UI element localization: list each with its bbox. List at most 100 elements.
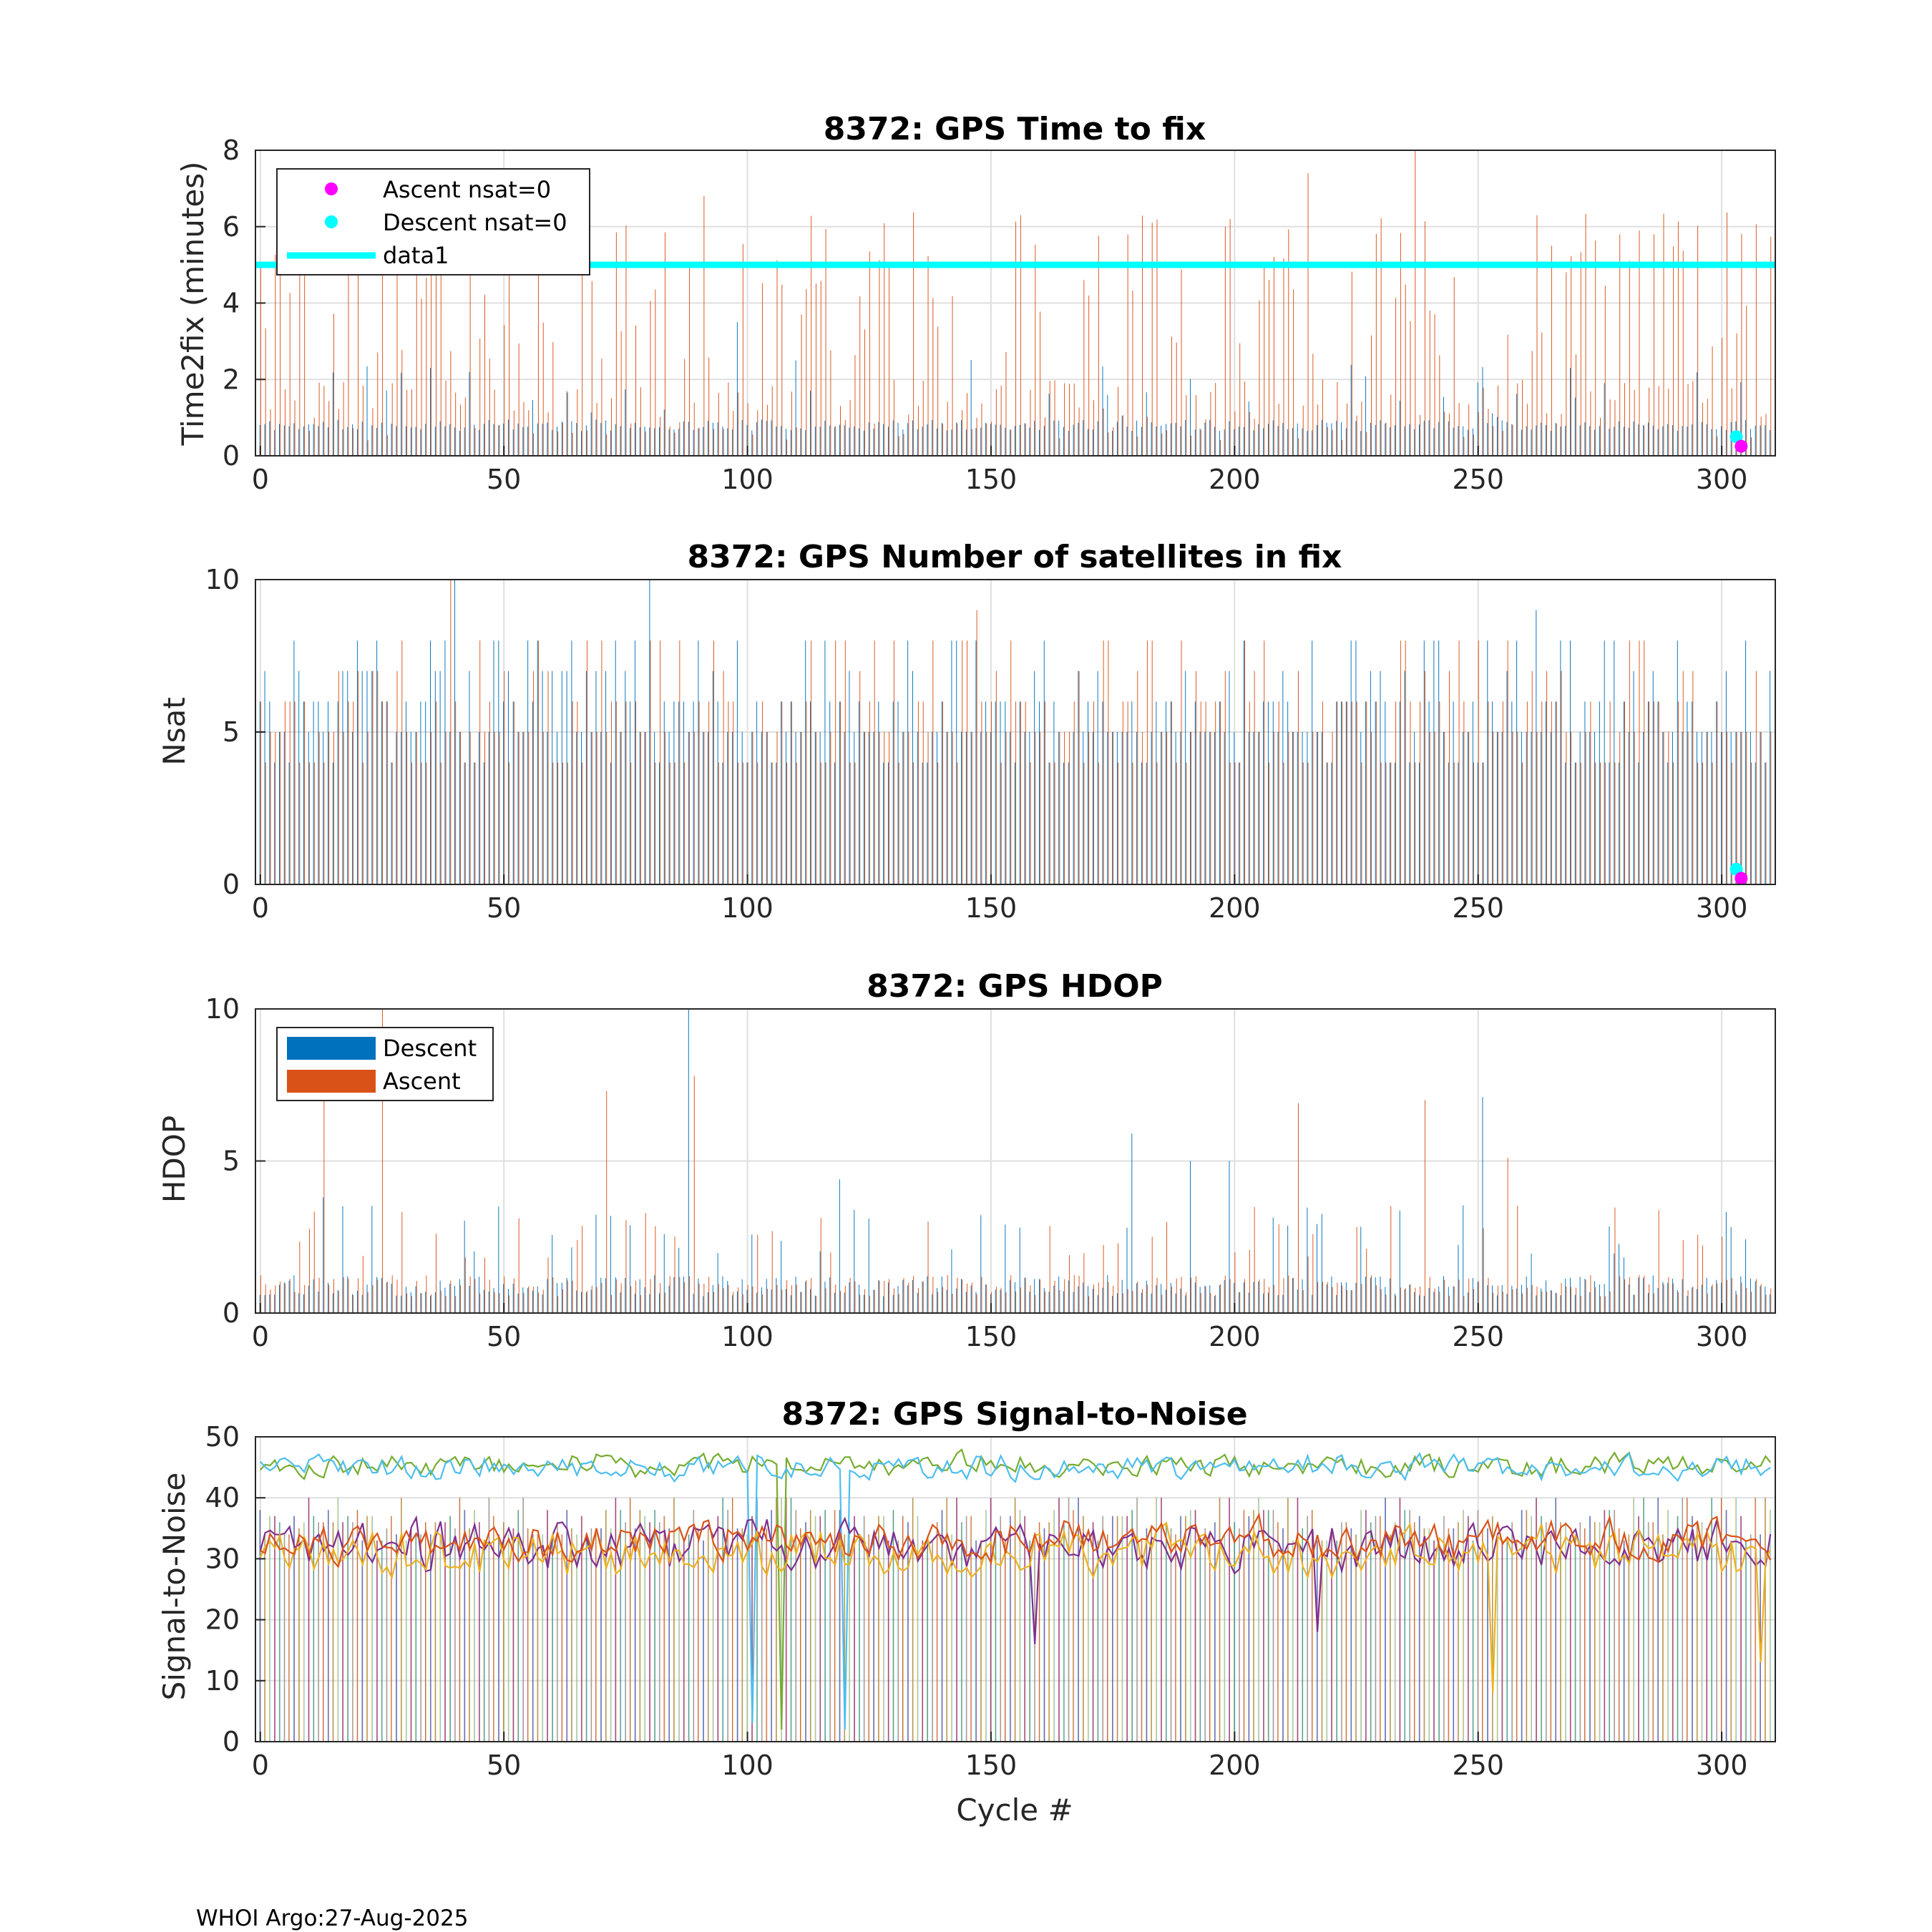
snr-bar: [824, 1510, 826, 1742]
snr-bar: [1395, 1522, 1396, 1742]
nsat-bar-ascent: [1536, 732, 1538, 884]
snr-line-high-2: [260, 1452, 1771, 1730]
hdop-bar-descent: [1292, 1278, 1293, 1313]
nsat-bar-descent: [766, 732, 767, 884]
hdop-bar-ascent: [1132, 1291, 1133, 1313]
hdop-bar-ascent: [1322, 1282, 1323, 1313]
snr-bar: [1272, 1510, 1274, 1742]
hdop-bar-descent: [1029, 1292, 1030, 1313]
nsat-bar-descent: [678, 701, 680, 884]
hdop-bar-ascent: [1609, 1291, 1611, 1313]
nsat-bar-descent: [278, 732, 280, 884]
time2fix-bar-ascent: [1361, 401, 1362, 456]
time2fix-bar-descent: [1428, 420, 1430, 456]
snr-bar: [819, 1516, 821, 1742]
time2fix-bar-ascent: [762, 283, 763, 456]
hdop-bar-ascent: [1254, 1206, 1255, 1313]
time2fix-bar-ascent: [284, 389, 286, 456]
hdop-bar-ascent: [1317, 1282, 1319, 1313]
hdop-bar-ascent: [1161, 1294, 1163, 1313]
snr-bar: [1750, 1534, 1751, 1742]
snr-bar: [834, 1510, 835, 1742]
snr-bar: [1239, 1528, 1240, 1742]
time2fix-ytick-label: 0: [223, 440, 240, 472]
snr-bar: [1740, 1516, 1741, 1742]
time2fix-bar-ascent: [1083, 280, 1085, 456]
hdop-bar-ascent: [1751, 1292, 1752, 1313]
snr-bar: [630, 1498, 631, 1742]
nsat-bar-descent: [283, 732, 285, 884]
time2fix-bar-descent: [1141, 426, 1142, 456]
hdop-bar-descent: [1048, 1292, 1050, 1313]
nsat-bar-descent: [571, 640, 572, 884]
time2fix-bar-descent: [663, 409, 665, 456]
snr-bar: [1594, 1522, 1596, 1742]
time2fix-bar-ascent: [1600, 417, 1601, 456]
snr-bar: [1302, 1528, 1304, 1742]
time2fix-bar-descent: [814, 426, 816, 456]
snr-bar: [328, 1510, 329, 1742]
time2fix-bar-ascent: [1760, 416, 1762, 456]
snr-bar: [1697, 1522, 1698, 1742]
time2fix-bar-descent: [1190, 379, 1191, 456]
nsat-bar-ascent: [986, 732, 987, 884]
time2fix-bar-descent: [1579, 425, 1581, 456]
nsat-bar-descent: [1380, 670, 1381, 884]
hdop-bar-descent: [1068, 1280, 1069, 1313]
hdop-bar-descent: [1365, 1277, 1367, 1313]
nsat-bar-descent: [1438, 640, 1440, 884]
nsat-bar-ascent: [786, 762, 788, 884]
nsat-bar-ascent: [835, 640, 836, 884]
snr-bar: [776, 1498, 777, 1742]
hdop-bar-ascent: [620, 1283, 622, 1313]
hdop-bar-descent: [356, 1291, 358, 1313]
snr-bar: [693, 1510, 695, 1742]
nsat-bar-ascent: [1707, 732, 1708, 884]
snr-bar: [1088, 1540, 1089, 1742]
snr-bar: [1219, 1498, 1221, 1742]
nsat-bar-ascent: [489, 701, 490, 884]
nsat-bar-descent: [1521, 732, 1522, 884]
snr-bar: [1643, 1498, 1644, 1742]
time2fix-bar-descent: [1131, 431, 1133, 456]
hdop-bar-descent: [1599, 1284, 1600, 1313]
hdop-bar-ascent: [1327, 1282, 1328, 1313]
hdop-bar-descent: [366, 1284, 368, 1313]
time2fix-bar-descent: [1511, 424, 1513, 456]
snr-bar: [1702, 1522, 1703, 1742]
snr-bar: [1589, 1516, 1590, 1742]
nsat-bar-ascent: [1176, 762, 1177, 884]
time2fix-bar-ascent: [1468, 404, 1470, 456]
nsat-bar-descent: [1638, 762, 1639, 884]
hdop-bar-ascent: [1064, 1279, 1065, 1313]
hdop-bar-ascent: [1005, 1292, 1007, 1313]
time2fix-bar-descent: [1711, 429, 1712, 456]
hdop-bar-ascent: [927, 1221, 929, 1313]
hdop-bar-descent: [542, 1294, 543, 1313]
time2fix-bar-descent: [1662, 426, 1664, 456]
hdop-bar-descent: [1443, 1276, 1444, 1313]
time2fix-xtick-label: 0: [252, 464, 269, 495]
snr-bar: [1590, 1516, 1591, 1742]
nsat-bar-descent: [1073, 732, 1074, 884]
snr-bar: [1126, 1516, 1128, 1742]
hdop-bar-ascent: [1765, 1294, 1767, 1313]
nsat-bar-ascent: [1380, 762, 1382, 884]
hdop-bar-descent: [1750, 1278, 1751, 1313]
snr-bar: [1112, 1516, 1113, 1742]
snr-bar: [1501, 1540, 1503, 1742]
time2fix-bar-descent: [834, 426, 836, 456]
snr-bar: [376, 1540, 377, 1742]
time2fix-bar-descent: [1219, 431, 1220, 456]
snr-bar: [873, 1534, 874, 1742]
nsat-bar-ascent: [650, 640, 651, 884]
snr-bar: [903, 1516, 904, 1742]
nsat-bar-descent: [298, 670, 300, 884]
hdop-bar-ascent: [474, 1279, 476, 1313]
hdop-bar-descent: [444, 1287, 446, 1313]
nsat-marks: [259, 580, 1772, 885]
hdop-bar-descent: [1516, 1288, 1518, 1313]
snr-bar: [1278, 1522, 1279, 1742]
snr-xtick-label: 200: [1209, 1750, 1261, 1781]
nsat-bar-ascent: [460, 732, 461, 884]
